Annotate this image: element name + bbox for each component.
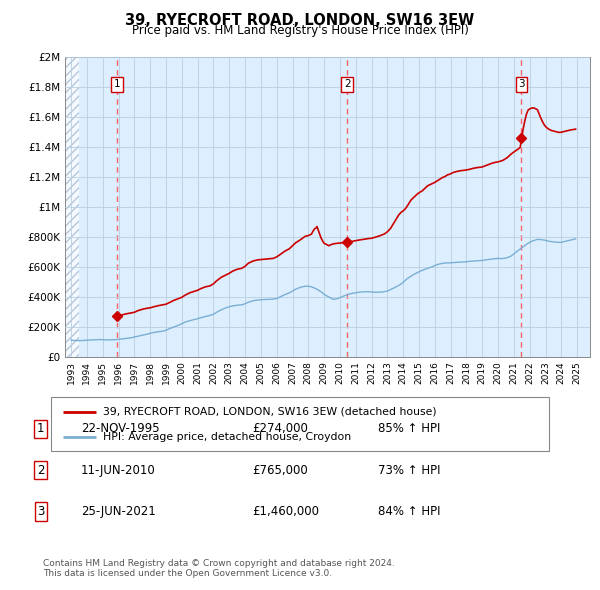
Bar <box>65 57 79 357</box>
Text: 1: 1 <box>113 79 120 89</box>
Text: £765,000: £765,000 <box>252 464 308 477</box>
Text: Contains HM Land Registry data © Crown copyright and database right 2024.: Contains HM Land Registry data © Crown c… <box>43 559 395 568</box>
FancyBboxPatch shape <box>51 397 549 451</box>
Text: 2: 2 <box>37 464 44 477</box>
Text: £274,000: £274,000 <box>252 422 308 435</box>
Text: 39, RYECROFT ROAD, LONDON, SW16 3EW: 39, RYECROFT ROAD, LONDON, SW16 3EW <box>125 13 475 28</box>
Text: 3: 3 <box>37 505 44 518</box>
Text: 22-NOV-1995: 22-NOV-1995 <box>81 422 160 435</box>
Text: 1: 1 <box>37 422 44 435</box>
Text: 85% ↑ HPI: 85% ↑ HPI <box>378 422 440 435</box>
Text: 39, RYECROFT ROAD, LONDON, SW16 3EW (detached house): 39, RYECROFT ROAD, LONDON, SW16 3EW (det… <box>103 407 437 417</box>
Text: HPI: Average price, detached house, Croydon: HPI: Average price, detached house, Croy… <box>103 432 352 442</box>
Text: 84% ↑ HPI: 84% ↑ HPI <box>378 505 440 518</box>
Text: £1,460,000: £1,460,000 <box>252 505 319 518</box>
Text: Price paid vs. HM Land Registry's House Price Index (HPI): Price paid vs. HM Land Registry's House … <box>131 24 469 37</box>
Text: 25-JUN-2021: 25-JUN-2021 <box>81 505 156 518</box>
Text: 11-JUN-2010: 11-JUN-2010 <box>81 464 156 477</box>
Text: 2: 2 <box>344 79 350 89</box>
Text: 73% ↑ HPI: 73% ↑ HPI <box>378 464 440 477</box>
Text: This data is licensed under the Open Government Licence v3.0.: This data is licensed under the Open Gov… <box>43 569 332 578</box>
Text: 3: 3 <box>518 79 525 89</box>
